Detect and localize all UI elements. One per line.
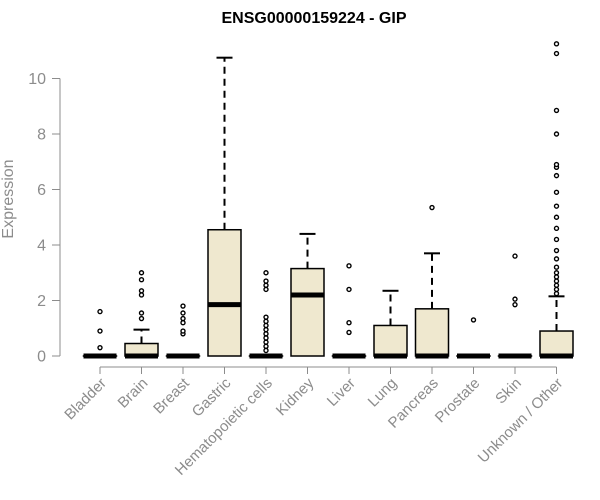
y-tick-label: 6 xyxy=(37,182,46,199)
outlier-point xyxy=(138,270,145,276)
outlier-point xyxy=(553,131,560,137)
outlier-point xyxy=(263,318,269,325)
y-tick-label: 2 xyxy=(37,293,46,310)
x-tick-label: Brain xyxy=(115,375,152,412)
box-breast xyxy=(165,303,201,359)
outlier-point xyxy=(97,344,103,351)
outlier-point xyxy=(470,317,477,323)
box-hematopoietic-cells xyxy=(248,270,284,359)
y-axis-label: Expression xyxy=(0,159,17,238)
outlier-point xyxy=(180,328,186,334)
outlier-point xyxy=(263,314,269,320)
box-rect xyxy=(290,267,325,357)
outlier-point xyxy=(263,282,269,288)
box-brain xyxy=(124,270,159,359)
outlier-point xyxy=(512,301,518,308)
outlier-point xyxy=(263,270,269,276)
chart-title: ENSG00000159224 - GIP xyxy=(221,10,406,27)
y-axis: 0 2 4 6 8 10 xyxy=(28,71,61,366)
outlier-point xyxy=(553,161,560,168)
outlier-point xyxy=(553,247,560,254)
outlier-point xyxy=(346,286,352,293)
outlier-point xyxy=(553,41,560,47)
outlier-point xyxy=(180,310,186,316)
outlier-point xyxy=(180,315,186,322)
y-tick-label: 0 xyxy=(37,349,46,366)
outlier-point xyxy=(553,50,560,57)
outlier-point xyxy=(553,264,560,270)
outlier-point xyxy=(180,320,186,326)
outlier-point xyxy=(180,303,186,309)
outlier-point xyxy=(263,326,269,333)
outlier-point xyxy=(263,278,269,284)
outlier-point xyxy=(346,320,352,326)
y-tick-label: 4 xyxy=(37,238,46,255)
outlier-point xyxy=(97,308,103,315)
outlier-point xyxy=(138,288,145,294)
box-unknown-other xyxy=(539,41,574,359)
outlier-point xyxy=(512,296,518,302)
outlier-point xyxy=(553,282,560,288)
outlier-point xyxy=(429,204,435,211)
outlier-point xyxy=(553,256,560,262)
box-rect xyxy=(373,324,408,357)
outlier-point xyxy=(97,328,103,334)
outlier-point xyxy=(553,189,560,195)
y-tick-label: 10 xyxy=(28,71,46,88)
outlier-point xyxy=(553,290,560,297)
boxes-group xyxy=(82,41,574,359)
box-bladder xyxy=(82,308,118,359)
x-tick-label: Bladder xyxy=(61,375,110,424)
outlier-point xyxy=(553,172,560,179)
outlier-point xyxy=(138,276,145,283)
box-lung xyxy=(373,289,408,359)
outlier-point xyxy=(263,343,269,349)
box-prostate xyxy=(456,317,491,359)
box-gastric xyxy=(207,56,242,357)
box-skin xyxy=(497,253,533,359)
box-liver xyxy=(331,263,367,359)
outlier-point xyxy=(553,278,560,284)
outlier-point xyxy=(553,270,560,276)
outlier-point xyxy=(512,253,518,259)
outlier-point xyxy=(263,335,269,341)
x-tick-label: Prostate xyxy=(432,375,484,427)
x-tick-label: Skin xyxy=(492,375,525,408)
outlier-point xyxy=(263,286,269,293)
outlier-point xyxy=(553,236,560,243)
outlier-point xyxy=(553,107,560,114)
outlier-point xyxy=(553,214,560,220)
outlier-point xyxy=(553,274,560,280)
x-tick-label: Liver xyxy=(324,375,359,410)
box-rect xyxy=(539,330,574,357)
outlier-point xyxy=(263,322,269,329)
outlier-point xyxy=(263,331,269,337)
box-rect xyxy=(207,228,242,357)
outlier-point xyxy=(263,347,269,354)
outlier-point xyxy=(138,310,145,316)
box-kidney xyxy=(290,232,325,357)
y-tick-label: 8 xyxy=(37,127,46,144)
x-tick-label: Kidney xyxy=(273,374,318,419)
x-tick-label: Lung xyxy=(365,375,401,411)
outlier-point xyxy=(553,203,560,209)
outlier-point xyxy=(553,286,560,293)
outlier-point xyxy=(263,339,269,345)
outlier-point xyxy=(346,329,352,336)
outlier-point xyxy=(138,292,145,298)
box-pancreas xyxy=(414,204,450,359)
box-rect xyxy=(414,308,450,357)
x-tick-label: Breast xyxy=(150,374,193,417)
outlier-point xyxy=(553,225,560,232)
outlier-point xyxy=(138,315,145,322)
outlier-point xyxy=(346,263,352,269)
